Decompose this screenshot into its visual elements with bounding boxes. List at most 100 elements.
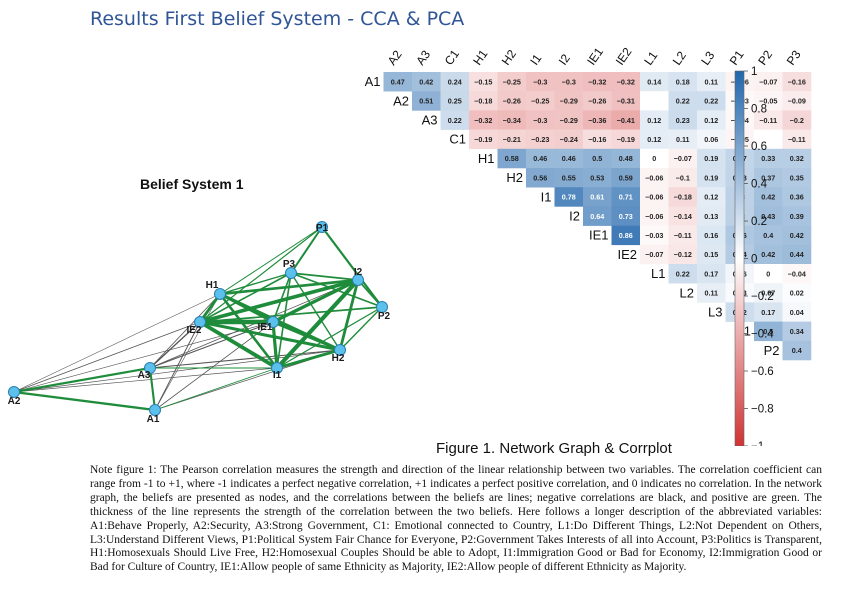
corrplot-cell	[782, 72, 812, 92]
corrplot-cell	[554, 110, 584, 130]
corrplot-value: −0.14	[674, 212, 692, 221]
corrplot-row-label-a2: A2	[393, 93, 409, 108]
corrplot-row-label-h1: H1	[478, 151, 495, 166]
network-edge	[198, 278, 360, 324]
corrplot-value: 0.46	[533, 154, 547, 163]
corrplot-col-label-p3: P3	[784, 47, 804, 67]
corrplot-cell	[697, 187, 726, 207]
colorbar-tick-label: −0.2	[751, 291, 774, 303]
corrplot-value: 0.64	[590, 212, 604, 221]
corrplot-value: 0.12	[647, 116, 661, 125]
corrplot-value: 0.42	[419, 77, 433, 86]
corrplot-cell	[640, 225, 669, 246]
corrplot-col-label-a3: A3	[413, 47, 433, 67]
corrplot-value: 0.58	[505, 154, 519, 163]
corrplot-value: −0.05	[759, 97, 777, 106]
corrplot-cell	[611, 91, 641, 111]
network-node-i1	[271, 362, 283, 374]
corrplot-cell	[469, 129, 498, 150]
network-edge	[320, 225, 384, 309]
network-node-label-a3: A3	[138, 370, 151, 381]
corrplot-value: 0	[652, 154, 656, 163]
corrplot-value: 0.5	[763, 327, 773, 336]
corrplot-cell	[497, 72, 527, 92]
corrplot-value: 0.78	[562, 193, 576, 202]
colorbar-tick-label: 1	[751, 66, 757, 78]
network-node-a1	[149, 404, 161, 416]
corrplot-cell	[782, 264, 812, 284]
network-node-label-i1: I1	[273, 370, 282, 381]
corrplot-cell	[668, 91, 698, 111]
network-node-label-a1: A1	[147, 414, 160, 425]
corrplot-cell	[611, 129, 641, 150]
corrplot-col-label-i1: I1	[527, 51, 544, 67]
network-edge	[272, 272, 292, 323]
corrplot-value: −0.03	[645, 231, 663, 240]
corrplot-cell	[697, 72, 726, 92]
corrplot-col-label-p2: P2	[755, 47, 775, 67]
corrplot-cell	[554, 148, 584, 169]
corrplot-cell	[754, 91, 783, 111]
corrplot-cell	[697, 148, 726, 169]
corrplot-cell	[782, 206, 812, 226]
corrplot-value: 0.51	[419, 97, 433, 106]
corrplot-cell	[497, 91, 527, 111]
corrplot-row-label-c1: C1	[449, 132, 466, 147]
corrplot-col-label-h1: H1	[470, 47, 490, 68]
corrplot-cell	[754, 321, 783, 342]
network-edge	[148, 366, 157, 412]
network-node-label-ie2: IE2	[186, 325, 201, 336]
corrplot-col-label-h2: H2	[499, 47, 519, 68]
network-edge	[149, 349, 341, 369]
corrplot-value: 0.53	[590, 173, 604, 182]
corrplot-row-label-l3: L3	[708, 305, 722, 320]
corrplot-value: 0	[766, 269, 770, 278]
corrplot-cell	[526, 148, 555, 169]
corrplot-value: 0.19	[704, 154, 718, 163]
corrplot-cell	[611, 72, 641, 92]
colorbar-tick-label: −0.4	[751, 329, 774, 341]
network-node-label-p2: P2	[378, 311, 391, 322]
corrplot-value: 0.23	[676, 116, 690, 125]
corrplot-cell	[782, 129, 812, 150]
network-edge	[199, 272, 292, 323]
colorbar-tick-label: 0.6	[751, 141, 767, 153]
corrplot-cell	[554, 91, 584, 111]
corrplot-value: 0.61	[590, 193, 604, 202]
figure-caption: Figure 1. Network Graph & Corrplot	[436, 440, 672, 457]
corrplot-cell	[554, 187, 584, 207]
corrplot-cell	[640, 168, 669, 188]
corrplot-cell	[754, 302, 783, 322]
corrplot-value: −0.06	[645, 193, 663, 202]
corrplot-cell	[640, 91, 669, 111]
corrplot-cell	[554, 129, 584, 150]
corrplot-cell	[440, 91, 470, 111]
colorbar-tick-label: 0.4	[751, 179, 768, 191]
corrplot-value: 0.16	[704, 231, 718, 240]
network-graph: P1 P3 H1 I2 P2 IE2 IE1 H2 A3 I1 A2 A1	[8, 221, 391, 425]
network-edge	[154, 293, 221, 411]
corrplot-value: −0.3	[533, 116, 547, 125]
network-edge	[154, 367, 278, 411]
corrplot-value: −0.16	[788, 77, 806, 86]
colorbar-tick-label: 0	[751, 254, 757, 266]
corrplot-value: 0.56	[533, 173, 547, 182]
network-node-p1	[316, 221, 328, 233]
corrplot-cell	[640, 110, 669, 130]
corrplot-cell	[640, 206, 669, 226]
network-edge	[290, 272, 341, 351]
corrplot-cell	[383, 72, 413, 92]
corrplot-cell	[526, 110, 555, 130]
corrplot-value: 0.02	[790, 289, 804, 298]
network-node-p2	[376, 301, 388, 313]
corrplot-value: 0.71	[619, 193, 633, 202]
corrplot-value: 0.39	[790, 212, 804, 221]
corrplot-col-label-a2: A2	[385, 47, 405, 67]
corrplot-value: −0.29	[560, 97, 578, 106]
network-edge	[290, 226, 323, 274]
corrplot-cell	[497, 110, 527, 130]
corrplot-value: 0.37	[761, 173, 775, 182]
network-node-h1	[214, 288, 226, 300]
corrplot-col-label-l1: L1	[641, 48, 660, 67]
network-edge	[13, 293, 221, 393]
